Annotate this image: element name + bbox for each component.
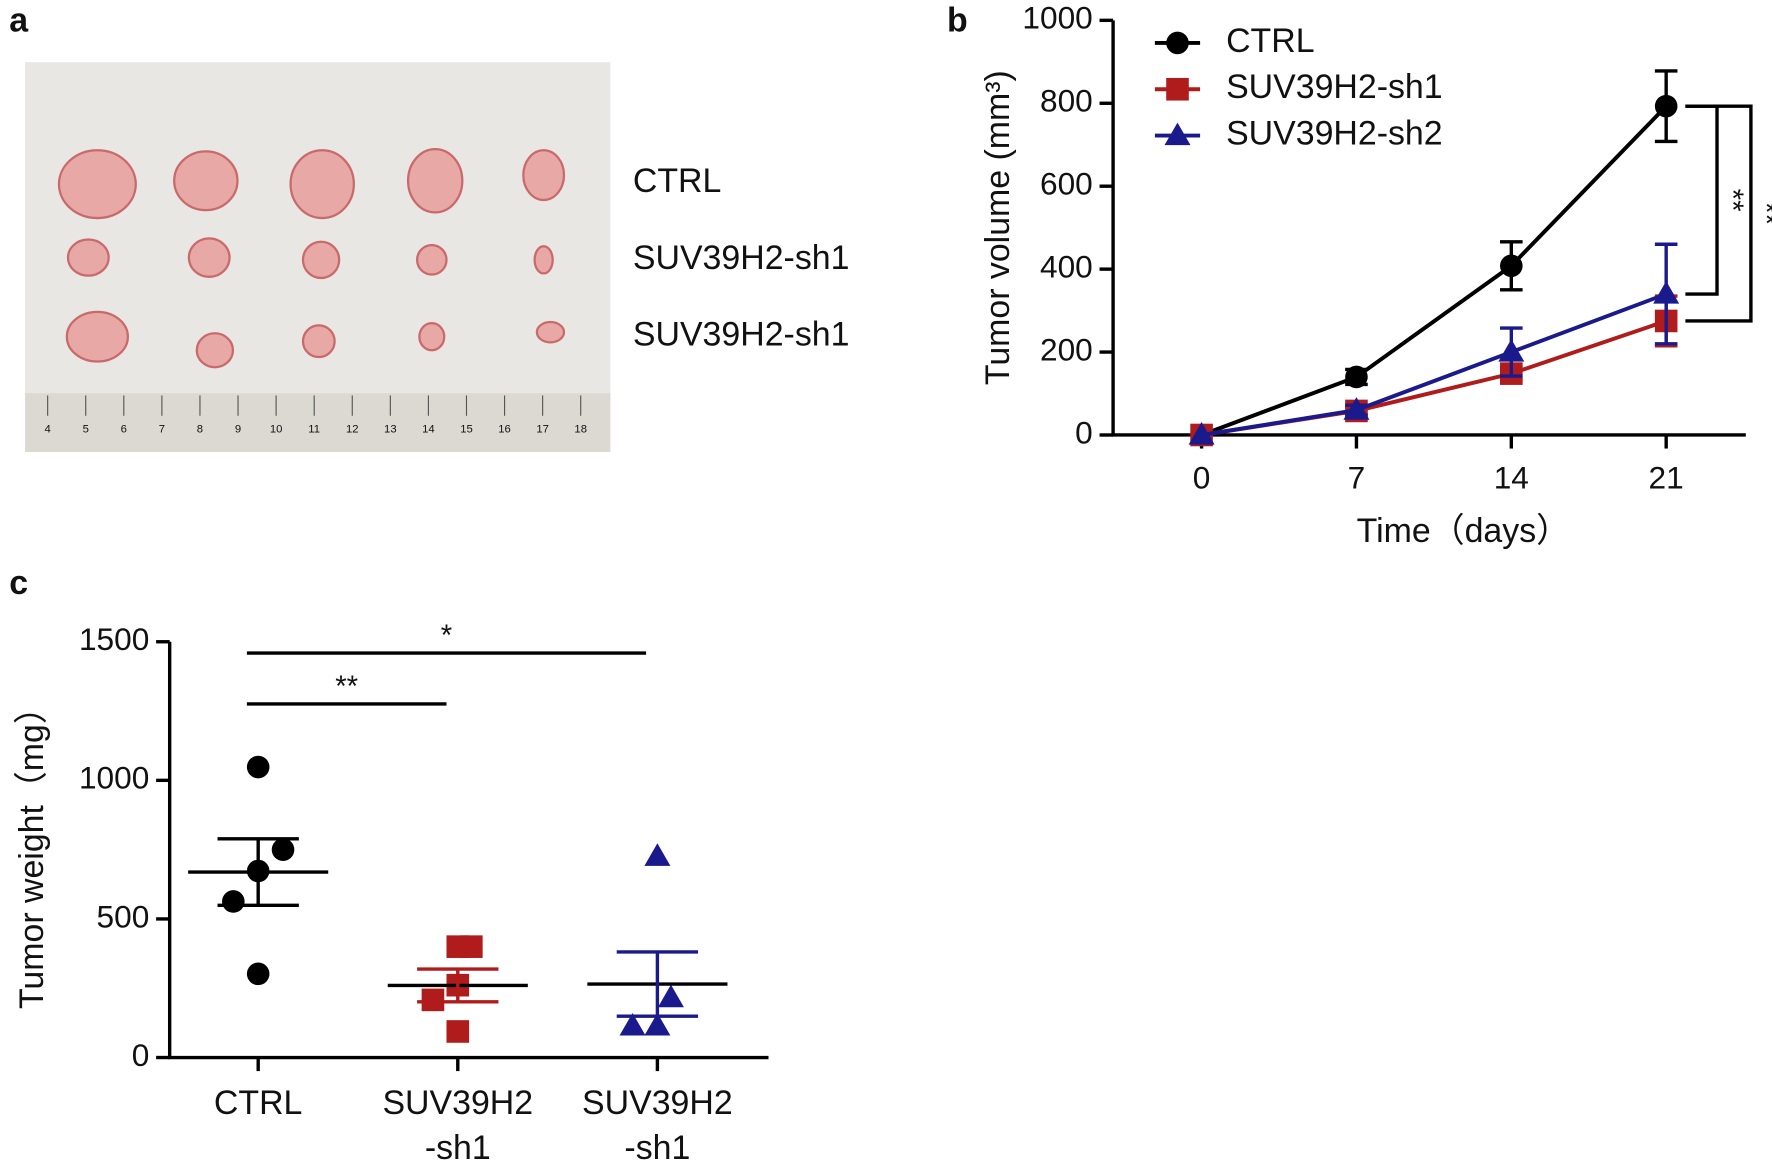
significance-bracket <box>1685 104 1719 296</box>
ruler-label: 5 <box>83 423 89 435</box>
significance-label: ** <box>1750 202 1772 225</box>
ruler-label: 9 <box>235 423 241 435</box>
x-tick-label: CTRL <box>214 1084 302 1122</box>
series-line <box>1201 292 1667 437</box>
axis <box>1111 20 1746 437</box>
legend-label: CTRL <box>1226 22 1314 60</box>
sem-bar <box>417 967 499 1004</box>
marker <box>1166 31 1189 55</box>
marker <box>246 962 270 986</box>
marker <box>1654 94 1678 118</box>
ruler-label: 17 <box>536 423 549 435</box>
marker <box>644 1012 671 1036</box>
x-tick-label: 21 <box>1649 460 1684 496</box>
marker <box>1343 397 1370 420</box>
x-tick-label: SUV39H2 <box>582 1084 733 1122</box>
panel-letter: c <box>9 564 28 602</box>
marker <box>657 984 684 1008</box>
sem-bar <box>616 950 699 1018</box>
x-axis-label: Time（days） <box>1357 512 1570 550</box>
ruler-label: 12 <box>346 423 359 435</box>
series-line <box>1200 104 1668 437</box>
ruler <box>25 393 611 452</box>
ruler-label: 7 <box>159 423 165 435</box>
ruler-label: 6 <box>121 423 127 435</box>
y-tick-label: 800 <box>1040 83 1093 119</box>
ruler-label: 8 <box>197 423 203 435</box>
row-label: SUV39H2-sh1 <box>633 239 850 277</box>
x-tick-label: 14 <box>1494 460 1529 496</box>
y-tick-label: 1000 <box>79 760 149 796</box>
y-tick-label: 1000 <box>1022 0 1092 36</box>
tumors <box>57 148 566 369</box>
marker <box>421 988 445 1012</box>
y-tick-label: 0 <box>1075 414 1093 450</box>
sem-bar <box>217 837 299 908</box>
x-tick-label: 0 <box>1193 460 1211 496</box>
marker <box>246 755 270 779</box>
marker <box>1345 365 1368 389</box>
x-tick-label: -sh1 <box>624 1129 690 1166</box>
legend-label: SUV39H2-sh2 <box>1226 115 1443 153</box>
marker <box>1188 421 1215 445</box>
x-tick-label: -sh1 <box>425 1129 491 1166</box>
significance-label: ** <box>335 670 358 703</box>
significance-bracket <box>1685 104 1753 323</box>
y-tick-label: 200 <box>1040 331 1093 367</box>
x-tick-label: 7 <box>1348 460 1366 496</box>
marker <box>644 843 671 866</box>
marker <box>619 1012 646 1036</box>
y-tick-label: 400 <box>1040 248 1093 284</box>
x-tick-label: SUV39H2 <box>382 1084 533 1122</box>
ruler-label: 15 <box>460 423 473 435</box>
ruler-label: 14 <box>422 423 435 435</box>
marker <box>460 935 483 958</box>
y-tick-label: 500 <box>97 898 150 934</box>
ruler-label: 16 <box>498 423 511 435</box>
ruler-label: 18 <box>574 423 587 435</box>
y-axis-label: Tumor volume (mm³) <box>979 70 1017 385</box>
row-label: CTRL <box>633 162 721 200</box>
ruler-label: 11 <box>308 423 320 435</box>
significance-label: * <box>441 619 452 652</box>
y-tick-label: 0 <box>132 1037 150 1073</box>
marker <box>1166 77 1189 101</box>
marker <box>271 838 295 861</box>
y-tick-label: 600 <box>1040 166 1093 202</box>
y-axis-label: Tumor weight（mg） <box>13 690 51 1009</box>
y-tick-label: 1500 <box>79 621 149 657</box>
marker <box>446 1020 470 1043</box>
ruler-label: 4 <box>45 423 51 435</box>
marker <box>1164 122 1191 146</box>
legend-label: SUV39H2-sh1 <box>1226 68 1443 106</box>
ruler-label: 10 <box>270 423 283 435</box>
significance-label: ** <box>1716 189 1749 212</box>
marker <box>222 890 245 913</box>
ruler-label: 13 <box>384 423 397 435</box>
row-label: SUV39H2-sh1 <box>633 316 850 354</box>
series-line <box>1201 319 1667 437</box>
marker <box>1498 339 1525 362</box>
marker <box>1500 254 1523 278</box>
marker <box>1653 281 1680 304</box>
panel-letter: b <box>947 2 968 40</box>
photo <box>25 62 611 452</box>
panel-letter: a <box>9 2 29 40</box>
